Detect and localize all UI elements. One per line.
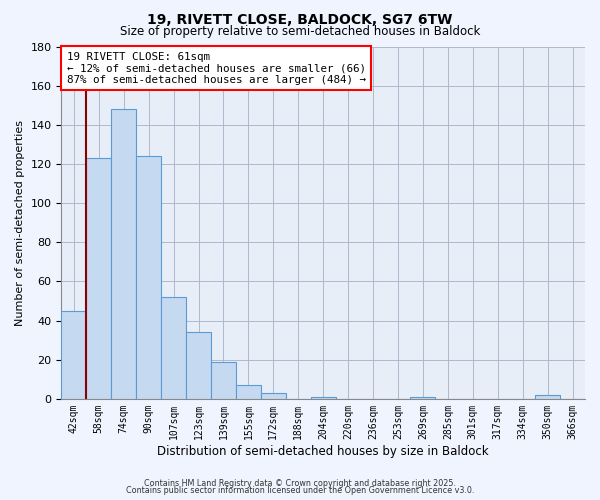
Bar (111, 109, 136, 399)
Bar (261, 393, 286, 399)
Bar (236, 385, 261, 399)
Bar (410, 397, 436, 399)
Text: 19 RIVETT CLOSE: 61sqm
← 12% of semi-detached houses are smaller (66)
87% of sem: 19 RIVETT CLOSE: 61sqm ← 12% of semi-det… (67, 52, 365, 85)
Bar (211, 362, 236, 399)
Text: 19, RIVETT CLOSE, BALDOCK, SG7 6TW: 19, RIVETT CLOSE, BALDOCK, SG7 6TW (148, 12, 452, 26)
Bar (136, 156, 161, 399)
Bar (186, 332, 211, 399)
Y-axis label: Number of semi-detached properties: Number of semi-detached properties (15, 120, 25, 326)
Bar (311, 397, 335, 399)
Text: Contains public sector information licensed under the Open Government Licence v3: Contains public sector information licen… (126, 486, 474, 495)
Text: Size of property relative to semi-detached houses in Baldock: Size of property relative to semi-detach… (120, 25, 480, 38)
Bar (535, 395, 560, 399)
Bar (161, 297, 186, 399)
Bar (86, 158, 111, 399)
X-axis label: Distribution of semi-detached houses by size in Baldock: Distribution of semi-detached houses by … (157, 444, 489, 458)
Bar (61, 310, 86, 399)
Text: Contains HM Land Registry data © Crown copyright and database right 2025.: Contains HM Land Registry data © Crown c… (144, 478, 456, 488)
